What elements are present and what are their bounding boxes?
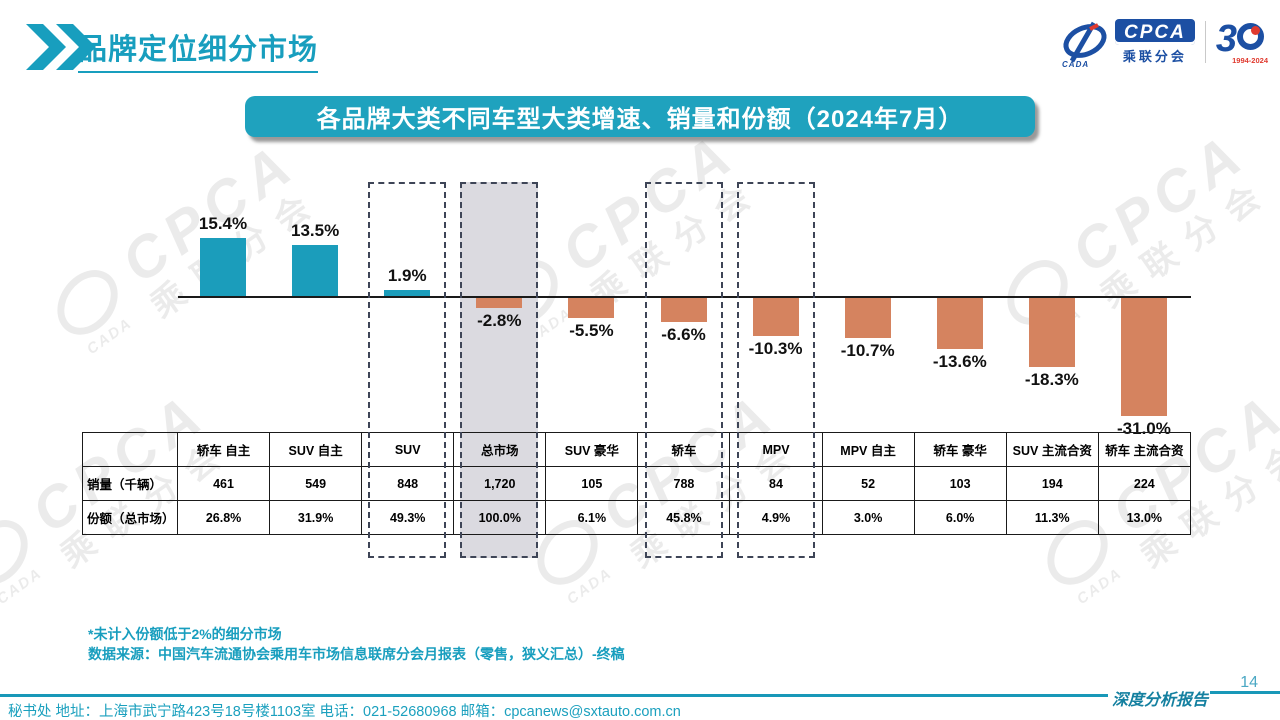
bar-value-label: -10.3%	[748, 339, 803, 359]
x-axis-line	[178, 296, 1191, 298]
report-type-label: 深度分析报告	[1112, 690, 1209, 709]
bar-negative	[1120, 297, 1167, 416]
bar-positive	[384, 289, 431, 297]
table-cell: 26.8%	[176, 500, 271, 535]
anniversary-digit-3: 3	[1215, 18, 1237, 60]
page-title: 品牌定位细分市场	[78, 26, 319, 73]
table-row: 份额（总市场） 26.8% 31.9% 49.3% 100.0% 6.1% 45.8% 4.9…	[82, 500, 1191, 535]
table-cell: 461	[176, 466, 271, 501]
table-column-header: 轿车	[637, 432, 731, 467]
anniversary-years: 1994-2024	[1232, 56, 1268, 65]
cpca-swoosh-icon: CADA	[1060, 21, 1110, 69]
table-cell: 31.9%	[269, 500, 363, 535]
bar-positive	[200, 238, 247, 297]
table-cell: 3.0%	[821, 500, 915, 535]
table-column-header: SUV 主流合资	[1005, 432, 1099, 467]
bar-negative	[1028, 297, 1075, 368]
bar-value-label: -13.6%	[932, 352, 987, 372]
table-cell: 549	[269, 466, 363, 501]
table-cell: 100.0%	[453, 500, 547, 535]
table-column-header: SUV 豪华	[545, 432, 639, 467]
footer-divider-line	[0, 694, 1108, 697]
table-cell: 49.3%	[361, 500, 455, 535]
bar-negative	[476, 297, 523, 308]
footer-divider-line-right	[1210, 691, 1280, 694]
table-cell: 6.0%	[913, 500, 1007, 535]
footer-contact: 秘书处 地址：上海市武宁路423号18号楼1103室 电话：021-526809…	[8, 704, 681, 720]
table-column-header: MPV 自主	[821, 432, 915, 467]
table-cell: 1,720	[453, 466, 547, 501]
bar-value-label: 1.9%	[387, 265, 427, 285]
bar-value-label: 13.5%	[291, 221, 340, 241]
table-cell: 11.3%	[1005, 500, 1099, 535]
bar-negative	[936, 297, 983, 350]
table-cell: 194	[1005, 466, 1099, 501]
table-column-header: SUV 自主	[269, 432, 363, 467]
logo-divider	[1204, 21, 1206, 63]
table-column-header: 轿车 主流合资	[1097, 432, 1191, 467]
bar-negative	[752, 297, 799, 337]
table-cell: 103	[913, 466, 1007, 501]
table-cell: 4.9%	[729, 500, 823, 535]
table-cell: 224	[1097, 466, 1191, 501]
bar-value-label: 15.4%	[198, 214, 248, 234]
bar-negative	[844, 297, 891, 338]
table-row-header: 销量（千辆）	[82, 466, 178, 501]
double-chevron-icon	[26, 24, 96, 70]
bar-value-label: -10.7%	[840, 340, 895, 360]
data-table: 轿车 自主 SUV 自主 SUV 总市场 SUV 豪华 轿车 MPV MPV 自主 轿车 豪华 S…	[82, 432, 1191, 535]
table-cell: 788	[637, 466, 731, 501]
cpca-subtitle: 乘联分会	[1122, 49, 1187, 64]
chart-title: 各品牌大类不同车型大类增速、销量和份额（2024年7月）	[316, 106, 964, 133]
table-cell: 105	[545, 466, 639, 501]
table-cell: 52	[821, 466, 915, 501]
footnote-2: 数据来源：中国汽车流通协会乘用车市场信息联席分会月报表（零售，狭义汇总）-终稿	[88, 646, 625, 662]
anniversary-digit-0	[1237, 23, 1264, 50]
table-cell: 848	[361, 466, 455, 501]
cpca-wordmark: CPCA	[1115, 19, 1195, 45]
bar-negative	[660, 297, 707, 323]
cada-label: CADA	[1062, 60, 1090, 69]
bar-value-label: -2.8%	[477, 310, 522, 330]
anniversary-30-logo: 3 1994-2024	[1215, 18, 1268, 65]
table-corner-cell	[82, 432, 178, 467]
table-column-header: 轿车 自主	[176, 432, 271, 467]
chart-title-banner: 各品牌大类不同车型大类增速、销量和份额（2024年7月）	[245, 96, 1035, 137]
table-column-header: 总市场	[453, 432, 547, 467]
table-column-header: MPV	[729, 432, 823, 467]
table-cell: 13.0%	[1097, 500, 1191, 535]
bar-value-label: -5.5%	[569, 321, 614, 341]
table-column-header: 轿车 豪华	[913, 432, 1007, 467]
cpca-logo: CADA CPCA 乘联分会	[1060, 19, 1195, 69]
table-row: 销量（千辆） 461 549 848 1,720 105 788 84 52 103 194 224	[82, 466, 1191, 501]
bar-positive	[292, 245, 339, 297]
table-header-row: 轿车 自主 SUV 自主 SUV 总市场 SUV 豪华 轿车 MPV MPV 自主 轿车 豪华 S…	[82, 432, 1191, 467]
logo-area: CADA CPCA 乘联分会 3 1994-2024	[1060, 16, 1268, 69]
table-cell: 84	[729, 466, 823, 501]
anniversary-notch	[1251, 26, 1260, 35]
bar-value-label: -18.3%	[1024, 370, 1079, 390]
footnote-1: *未计入份额低于2%的细分市场	[88, 626, 282, 642]
page-number: 14	[1240, 674, 1258, 691]
bar-value-label: -6.6%	[661, 325, 706, 345]
table-column-header: SUV	[361, 432, 455, 467]
bar-negative	[568, 297, 615, 319]
table-cell: 45.8%	[637, 500, 731, 535]
table-cell: 6.1%	[545, 500, 639, 535]
table-row-header: 份额（总市场）	[82, 500, 178, 535]
